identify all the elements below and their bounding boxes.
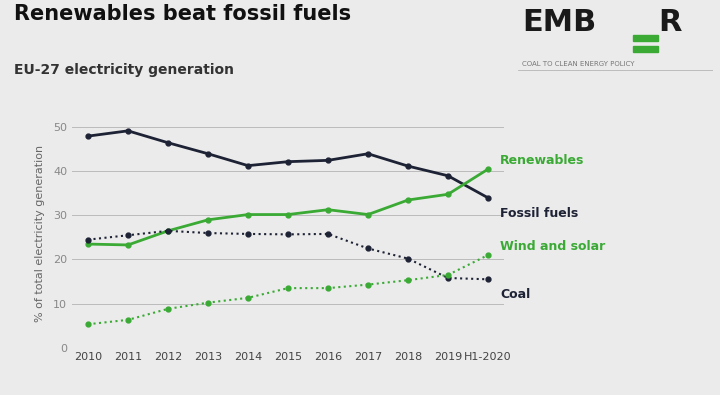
Text: Wind and solar: Wind and solar xyxy=(500,240,606,253)
Text: COAL TO CLEAN ENERGY POLICY: COAL TO CLEAN ENERGY POLICY xyxy=(522,61,635,67)
Text: R: R xyxy=(658,8,682,37)
Y-axis label: % of total electricity generation: % of total electricity generation xyxy=(35,145,45,322)
Bar xyxy=(633,46,658,52)
Text: Renewables beat fossil fuels: Renewables beat fossil fuels xyxy=(14,4,351,24)
Text: Renewables: Renewables xyxy=(500,154,585,167)
Text: EU-27 electricity generation: EU-27 electricity generation xyxy=(14,63,235,77)
Text: Fossil fuels: Fossil fuels xyxy=(500,207,578,220)
Bar xyxy=(633,35,658,41)
Text: Coal: Coal xyxy=(500,288,530,301)
Text: EMB: EMB xyxy=(522,8,597,37)
